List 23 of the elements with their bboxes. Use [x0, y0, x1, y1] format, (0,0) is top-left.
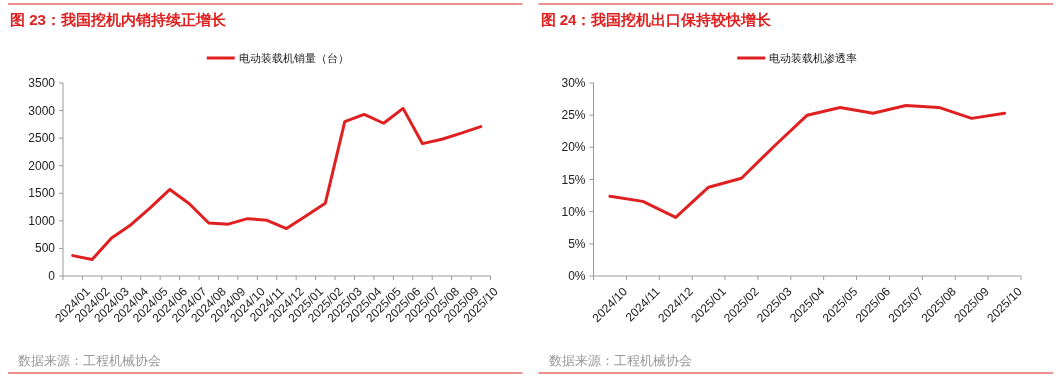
legend-label: 电动装载机渗透率 [769, 52, 858, 64]
chart-title: 图 24：我国挖机出口保持较快增长 [540, 11, 773, 28]
legend-label: 电动装载机销量（台） [238, 52, 349, 64]
source-note: 数据来源：工程机械协会 [548, 353, 692, 368]
y-tick-label: 5% [568, 236, 586, 251]
y-tick-label: 20% [561, 140, 586, 155]
y-tick-label: 3000 [28, 103, 56, 118]
y-tick-label: 3500 [28, 76, 56, 90]
y-tick-label: 25% [561, 108, 586, 123]
chart-title: 图 23：我国挖机内销持续正增长 [10, 11, 227, 28]
y-tick-label: 2000 [28, 158, 56, 173]
y-tick-label: 500 [34, 241, 56, 256]
source-note: 数据来源：工程机械协会 [18, 353, 161, 368]
line-series [608, 104, 1007, 219]
y-tick-label: 0% [568, 269, 586, 283]
y-tick-label: 10% [561, 204, 586, 219]
y-tick-label: 2500 [28, 131, 56, 146]
y-tick-label: 15% [561, 172, 586, 187]
y-tick-label: 30% [561, 76, 586, 90]
line-series [71, 106, 483, 261]
y-tick-label: 0 [48, 269, 56, 283]
y-tick-label: 1000 [28, 213, 56, 228]
y-tick-label: 1500 [28, 186, 56, 201]
